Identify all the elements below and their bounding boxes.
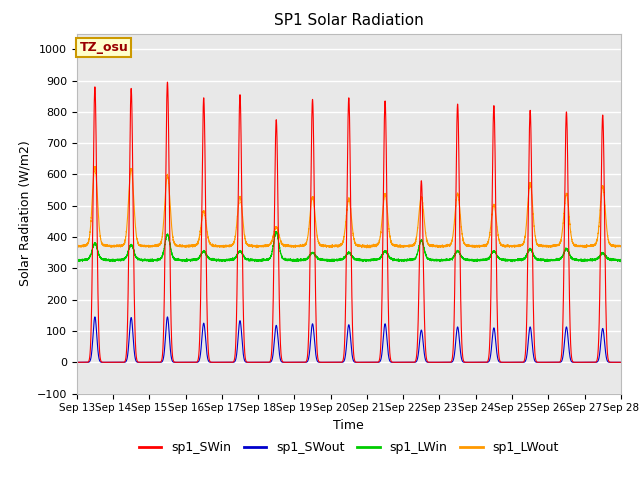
sp1_SWout [471,360,479,365]
Y-axis label: Solar Radiation (W/m2): Solar Radiation (W/m2) [18,141,31,287]
sp1_SWin [73,360,81,365]
sp1_LWin [330,256,338,262]
sp1_LWin [258,258,266,264]
sp1_LWin [272,228,280,234]
sp1_SWout [330,360,338,365]
sp1_SWin [617,360,625,365]
sp1_LWin [486,254,493,260]
sp1_SWin [471,360,479,365]
sp1_LWout [471,243,479,249]
sp1_SWout [588,360,595,365]
sp1_SWout [399,360,407,365]
sp1_SWout [73,360,81,365]
Text: TZ_osu: TZ_osu [79,41,128,54]
sp1_LWout [363,245,371,251]
sp1_SWin [258,360,266,365]
sp1_LWout [330,244,338,250]
sp1_SWin [594,349,602,355]
sp1_LWout [588,242,595,248]
Line: sp1_SWin: sp1_SWin [77,82,621,362]
X-axis label: Time: Time [333,419,364,432]
sp1_LWin [588,257,595,263]
Title: SP1 Solar Radiation: SP1 Solar Radiation [274,13,424,28]
sp1_LWout [486,229,493,235]
sp1_LWout [594,231,602,237]
sp1_SWin [588,360,595,365]
Line: sp1_SWout: sp1_SWout [77,317,621,362]
sp1_SWout [91,314,99,320]
sp1_LWout [258,243,266,249]
sp1_SWin [164,79,172,85]
Line: sp1_LWin: sp1_LWin [77,231,621,262]
Line: sp1_LWout: sp1_LWout [77,167,621,248]
sp1_SWin [486,334,493,340]
sp1_SWout [486,356,493,362]
sp1_SWout [617,360,625,365]
sp1_SWin [399,360,407,365]
sp1_LWin [73,257,81,263]
sp1_LWin [508,259,516,264]
sp1_SWin [330,360,338,365]
sp1_SWout [258,360,266,365]
sp1_LWin [594,256,602,262]
Legend: sp1_SWin, sp1_SWout, sp1_LWin, sp1_LWout: sp1_SWin, sp1_SWout, sp1_LWin, sp1_LWout [134,436,564,459]
sp1_LWout [73,243,81,249]
sp1_SWout [594,358,602,364]
sp1_LWin [470,257,478,263]
sp1_LWout [91,164,99,169]
sp1_LWin [617,256,625,262]
sp1_LWout [617,243,625,249]
